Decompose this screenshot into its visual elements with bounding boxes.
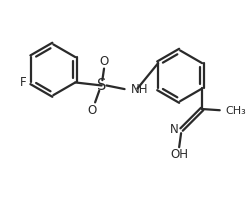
- Text: O: O: [100, 55, 109, 68]
- Text: NH: NH: [130, 83, 148, 96]
- Text: O: O: [87, 104, 97, 117]
- Text: CH₃: CH₃: [225, 106, 246, 116]
- Text: OH: OH: [170, 148, 188, 161]
- Text: F: F: [20, 76, 26, 89]
- Text: N: N: [170, 123, 179, 136]
- Text: S: S: [97, 78, 106, 93]
